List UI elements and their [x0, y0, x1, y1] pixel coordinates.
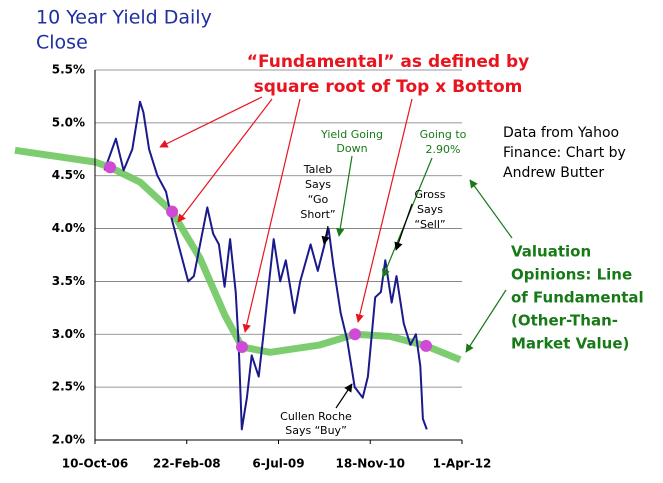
annotation: 2.90%	[426, 143, 461, 156]
annotation: “Sell”	[414, 218, 445, 231]
annotation: Opinions: Line	[511, 266, 632, 284]
annotation: Down	[336, 142, 367, 155]
arrows	[159, 96, 513, 409]
arrow	[159, 96, 263, 148]
annotation: Data from Yahoo	[503, 125, 619, 141]
annotation: Says “Buy”	[285, 424, 347, 437]
annotation: Says	[305, 178, 331, 191]
x-tick-label: 10-Oct-06	[62, 457, 128, 471]
plot	[14, 100, 462, 431]
annotation: Taleb	[303, 163, 332, 176]
annotation: Going to	[420, 128, 467, 141]
annotation: Market Value)	[511, 335, 629, 353]
y-tick-label: 4.5%	[52, 168, 85, 182]
marker	[235, 340, 248, 353]
annotation: Short”	[300, 208, 335, 221]
arrow	[335, 383, 353, 409]
annotation: Yield Going	[320, 128, 383, 141]
arrow	[336, 155, 353, 237]
y-tick-label: 3.0%	[52, 327, 85, 341]
arrow	[465, 289, 507, 353]
y-tick-label: 3.5%	[52, 274, 85, 288]
x-tick-label: 6-Jul-09	[252, 457, 304, 471]
x-tick-label: 22-Feb-08	[153, 457, 221, 471]
y-tick-label: 2.5%	[52, 380, 85, 394]
x-tick-label: 1-Apr-12	[433, 457, 492, 471]
marker	[166, 205, 179, 218]
marker	[420, 339, 433, 352]
annotation: of Fundamental	[511, 289, 644, 307]
arrow	[394, 203, 413, 251]
grid	[95, 69, 462, 441]
chart-title: 10 Year Yield Daily	[36, 7, 212, 29]
annotation: Valuation	[511, 243, 591, 261]
y-tick-label: 5.5%	[52, 63, 85, 77]
annotations: “Fundamental” as defined by square root o…	[247, 52, 644, 437]
y-tick-label: 5.0%	[52, 115, 85, 129]
annotation: square root of Top x Bottom	[254, 77, 523, 97]
chart-title: Close	[36, 32, 88, 54]
annotation: Gross	[415, 188, 446, 201]
marker	[104, 161, 117, 174]
arrow	[321, 225, 330, 245]
annotation: Cullen Roche	[280, 410, 352, 423]
y-tick-label: 2.0%	[52, 433, 85, 447]
arrow	[469, 179, 513, 239]
arrow	[355, 98, 413, 323]
y-tick-label: 4.0%	[52, 221, 85, 235]
annotation: “Fundamental” as defined by	[247, 52, 529, 72]
marker	[349, 328, 362, 341]
series-line	[103, 100, 428, 431]
annotation: (Other-Than-	[511, 312, 618, 330]
arrow	[177, 98, 273, 223]
arrow	[242, 98, 301, 333]
annotation: Andrew Butter	[503, 165, 604, 181]
annotation: Finance: Chart by	[503, 145, 626, 161]
x-tick-label: 18-Nov-10	[336, 457, 405, 471]
annotation: Says	[417, 203, 443, 216]
annotation: “Go	[308, 193, 329, 206]
